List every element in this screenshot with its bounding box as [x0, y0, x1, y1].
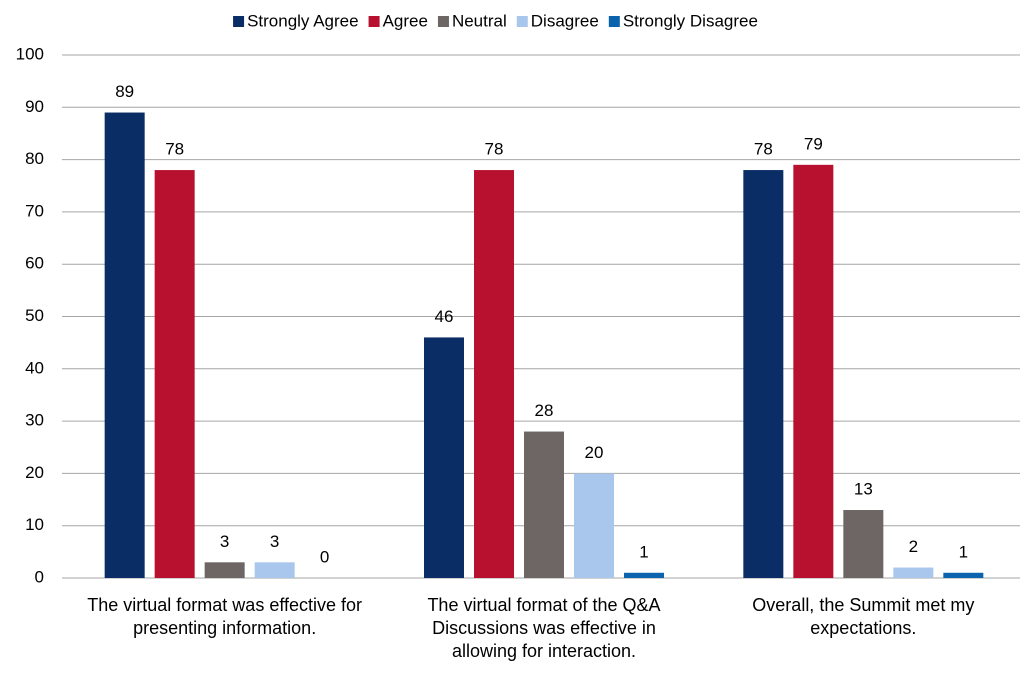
data-label: 89 [115, 82, 134, 101]
legend-swatch [437, 16, 449, 27]
bar [574, 473, 614, 578]
y-tick-label: 40 [25, 358, 44, 377]
y-tick-label: 70 [25, 201, 44, 220]
y-tick-label: 80 [25, 149, 44, 168]
data-label: 0 [320, 547, 329, 566]
y-tick-label: 10 [25, 515, 44, 534]
x-tick-label: Overall, the Summit met my expectations. [752, 595, 975, 638]
y-tick-label: 60 [25, 254, 44, 273]
bar [154, 170, 195, 578]
bar [104, 112, 145, 578]
bar [424, 337, 464, 578]
data-label: 1 [959, 542, 968, 561]
bar [254, 562, 295, 578]
data-label: 20 [585, 443, 604, 462]
y-tick-label: 20 [25, 463, 44, 482]
data-label: 79 [804, 134, 823, 153]
x-tick-label: The virtual format was effective for pre… [87, 595, 363, 638]
legend-label: Neutral [452, 11, 507, 30]
data-label: 3 [220, 532, 229, 551]
y-tick-label: 30 [25, 411, 44, 430]
data-label: 3 [270, 532, 279, 551]
data-label: 78 [165, 140, 184, 159]
bar [843, 510, 884, 578]
data-label: 78 [485, 140, 504, 159]
bar [204, 562, 245, 578]
data-label: 13 [854, 479, 873, 498]
legend-swatch [368, 16, 380, 27]
data-label: 28 [535, 401, 554, 420]
bar [474, 170, 514, 578]
bar [893, 567, 934, 578]
legend-swatch [516, 16, 528, 27]
bar [524, 431, 564, 578]
legend-label: Disagree [531, 11, 599, 30]
data-label: 1 [639, 542, 648, 561]
x-tick-label: The virtual format of the Q&A Discussion… [427, 595, 661, 661]
data-label: 46 [435, 307, 454, 326]
y-tick-label: 0 [35, 567, 44, 586]
bar [793, 164, 834, 578]
data-label: 78 [754, 140, 773, 159]
legend-label: Strongly Agree [247, 11, 359, 30]
y-tick-label: 100 [16, 44, 44, 63]
bar [743, 170, 784, 578]
legend-swatch [608, 16, 620, 27]
bar [624, 572, 664, 578]
legend-label: Strongly Disagree [623, 11, 758, 30]
data-label: 2 [909, 537, 918, 556]
y-tick-label: 50 [25, 306, 44, 325]
legend-swatch [233, 16, 245, 27]
bar [943, 572, 984, 578]
y-tick-label: 90 [25, 97, 44, 116]
legend-label: Agree [383, 11, 428, 30]
